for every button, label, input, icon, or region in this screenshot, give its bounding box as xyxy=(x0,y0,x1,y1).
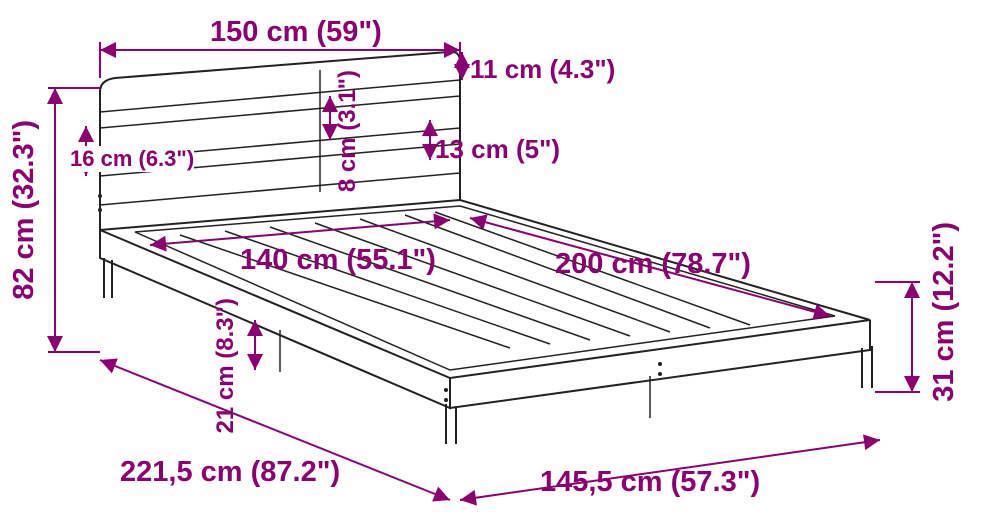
dim-8: 8 cm (3.1") xyxy=(334,70,362,192)
dim-16: 16 cm (6.3") xyxy=(70,146,194,172)
dim-top-width: 150 cm (59") xyxy=(210,16,382,49)
dim-31: 31 cm (12.2") xyxy=(928,222,961,402)
dim-13: 13 cm (5") xyxy=(435,134,560,165)
dim-11: 11 cm (4.3") xyxy=(470,54,615,85)
dim-mattress-w: 140 cm (55.1") xyxy=(240,244,436,277)
dim-21: 21 cm (8.3") xyxy=(212,298,240,433)
dim-left-height: 82 cm (32.3") xyxy=(8,120,41,300)
dim-bottom-left: 221,5 cm (87.2") xyxy=(120,456,340,489)
dim-bottom-right: 145,5 cm (57.3") xyxy=(540,466,760,499)
dim-mattress-l: 200 cm (78.7") xyxy=(555,248,751,281)
